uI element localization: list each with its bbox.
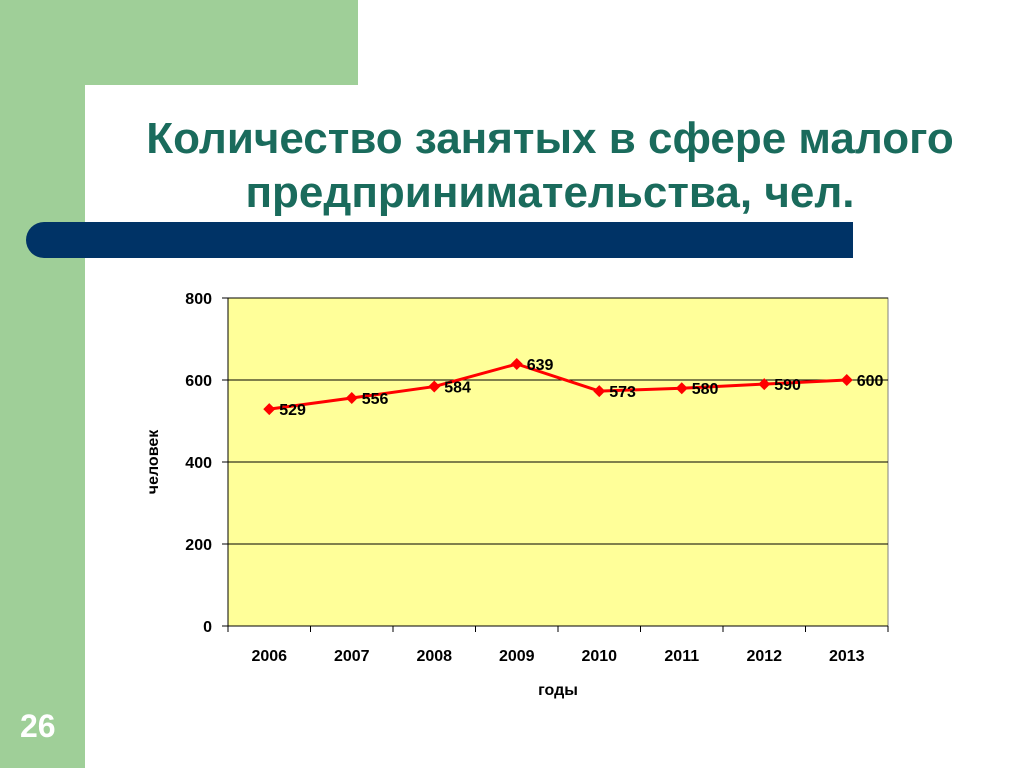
title-underline-bar <box>26 222 853 258</box>
x-tick-label: 2007 <box>334 648 370 665</box>
y-tick-label: 800 <box>185 291 212 308</box>
data-label: 556 <box>362 391 389 408</box>
x-tick-label: 2010 <box>581 648 617 665</box>
y-tick-label: 600 <box>185 373 212 390</box>
data-point-marker <box>840 374 853 386</box>
data-label: 639 <box>527 357 554 374</box>
green-left-band <box>0 0 85 768</box>
x-tick-label: 2006 <box>251 648 287 665</box>
slide-number: 26 <box>20 708 56 744</box>
x-tick-label: 2013 <box>829 648 865 665</box>
data-point-marker <box>510 358 523 371</box>
y-tick-label: 0 <box>203 619 212 636</box>
data-label: 580 <box>692 381 719 398</box>
y-tick-label: 200 <box>185 537 212 554</box>
data-label: 573 <box>609 384 636 401</box>
data-label: 584 <box>444 380 471 397</box>
data-point-marker <box>675 382 688 395</box>
slide-title-line-2: предпринимательства, чел. <box>245 168 855 217</box>
x-tick-label: 2011 <box>664 648 699 665</box>
slide-title-line-1: Количество занятых в сфере малого <box>146 114 954 163</box>
data-label: 529 <box>279 402 306 419</box>
x-tick-label: 2008 <box>416 648 452 665</box>
data-point-marker <box>263 403 276 416</box>
green-top-band <box>0 0 358 85</box>
x-tick-label: 2012 <box>746 648 782 665</box>
data-point-marker <box>758 378 771 391</box>
x-axis-title: годы <box>538 682 578 699</box>
data-point-marker <box>428 380 441 393</box>
y-tick-label: 400 <box>185 455 212 472</box>
y-axis-title: человек <box>145 429 162 494</box>
data-point-marker <box>593 385 606 398</box>
data-label: 590 <box>774 377 801 394</box>
series-line <box>269 362 847 411</box>
data-point-marker <box>345 392 358 405</box>
slide-title: Количество занятых в сфере малого предпр… <box>100 112 1000 220</box>
x-tick-label: 2009 <box>499 648 535 665</box>
data-label: 600 <box>857 373 884 390</box>
